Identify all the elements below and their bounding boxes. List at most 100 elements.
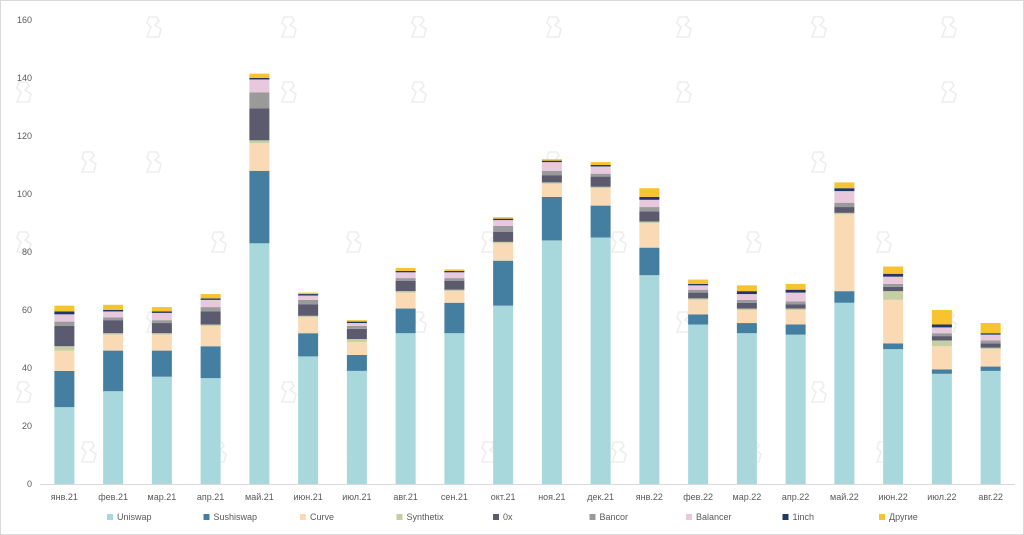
bar-segment	[444, 333, 465, 484]
watermark-logo	[810, 16, 827, 38]
bar-segment	[249, 170, 270, 244]
x-tick-label: июл.21	[342, 492, 371, 502]
bar-stack	[931, 310, 952, 484]
bar-segment	[736, 299, 757, 303]
bar-segment	[493, 217, 514, 219]
bar-segment	[151, 334, 172, 351]
watermark-logo	[940, 81, 957, 103]
bar-segment	[151, 311, 172, 313]
bar-segment	[931, 336, 952, 341]
y-tick-label: 20	[22, 421, 32, 431]
bar-segment	[834, 302, 855, 484]
bar-segment	[541, 159, 562, 161]
bar-segment	[298, 294, 319, 296]
bar-segment	[298, 333, 319, 357]
bar-segment	[590, 173, 611, 177]
x-tick-label: апр.22	[782, 492, 809, 502]
bar-segment	[151, 320, 172, 324]
legend-label: 0x	[503, 512, 513, 522]
bar-segment	[200, 307, 221, 312]
bar-segment	[736, 291, 757, 295]
bar-segment	[736, 294, 757, 300]
watermark-logo	[210, 231, 227, 253]
bar-segment	[103, 320, 124, 334]
x-tick-label: окт.21	[491, 492, 516, 502]
bar-segment	[444, 269, 465, 271]
bar-segment	[541, 196, 562, 241]
bar-segment	[883, 273, 904, 277]
bar-segment	[590, 186, 611, 189]
x-tick-label: авг.22	[978, 492, 1002, 502]
bar-segment	[493, 231, 514, 242]
watermark-logo	[810, 381, 827, 403]
watermark-logo	[410, 81, 427, 103]
bar-segment	[444, 281, 465, 290]
legend-item: Bancor	[589, 512, 628, 522]
bar-segment	[395, 281, 416, 292]
legend-swatch	[493, 514, 499, 520]
legend-label: Uniswap	[117, 512, 152, 522]
watermark-logo	[145, 16, 162, 38]
bar-segment	[493, 305, 514, 484]
bar-segment	[688, 279, 709, 284]
bar-segment	[883, 286, 904, 292]
legend-swatch	[879, 514, 885, 520]
bar-segment	[395, 308, 416, 334]
bar-segment	[346, 323, 367, 326]
bar-segment	[298, 292, 319, 295]
watermark-logo	[610, 231, 627, 253]
bar-segment	[931, 310, 952, 325]
bar-segment	[200, 325, 221, 347]
bar-segment	[834, 214, 855, 292]
bar-segment	[493, 225, 514, 232]
bar-segment	[298, 295, 319, 300]
bar-segment	[54, 350, 75, 371]
bar-segment	[785, 334, 806, 484]
bar-segment	[980, 334, 1001, 341]
bar-segment	[249, 79, 270, 93]
bar-segment	[590, 188, 611, 206]
bar-segment	[151, 307, 172, 312]
bar-segment	[980, 349, 1001, 367]
bar-stack	[980, 323, 1001, 484]
bar-segment	[931, 327, 952, 334]
bar-stack	[395, 267, 416, 484]
bar-stack	[54, 305, 75, 484]
bar-segment	[639, 207, 660, 212]
y-tick-label: 0	[27, 479, 32, 489]
bar-segment	[980, 347, 1001, 350]
x-axis: янв.21 фев.21 мар.21 апр.21 май.21 июн.21 июл.…	[51, 492, 1003, 502]
bar-segment	[688, 292, 709, 299]
bar-segment	[883, 299, 904, 344]
bar-segment	[493, 220, 514, 226]
bar-segment	[249, 92, 270, 109]
bar-segment	[980, 366, 1001, 371]
bar-segment	[639, 223, 660, 248]
bar-segment	[980, 323, 1001, 334]
bar-segment	[736, 302, 757, 309]
bar-segment	[103, 333, 124, 335]
bar-segment	[395, 333, 416, 484]
legend-item: Uniswap	[107, 512, 152, 522]
bar-stack	[151, 307, 172, 484]
bar-segment	[590, 176, 611, 187]
bar-segment	[346, 354, 367, 371]
bar-segment	[688, 298, 709, 300]
bar-segment	[688, 285, 709, 290]
watermark-logo	[940, 16, 957, 38]
y-tick-label: 60	[22, 305, 32, 315]
bar-segment	[736, 285, 757, 292]
bar-segment	[931, 346, 952, 370]
bar-segment	[151, 376, 172, 484]
bar-segment	[346, 370, 367, 484]
bar-segment	[785, 301, 806, 305]
bar-segment	[883, 343, 904, 350]
y-tick-label: 140	[17, 73, 32, 83]
bar-segment	[151, 323, 172, 334]
bar-segment	[151, 333, 172, 335]
bar-segment	[834, 188, 855, 192]
bar-segment	[834, 212, 855, 215]
y-axis: 0 20 40 60 80 100 120 140 160	[17, 15, 1015, 489]
x-tick-label: июн.21	[293, 492, 322, 502]
